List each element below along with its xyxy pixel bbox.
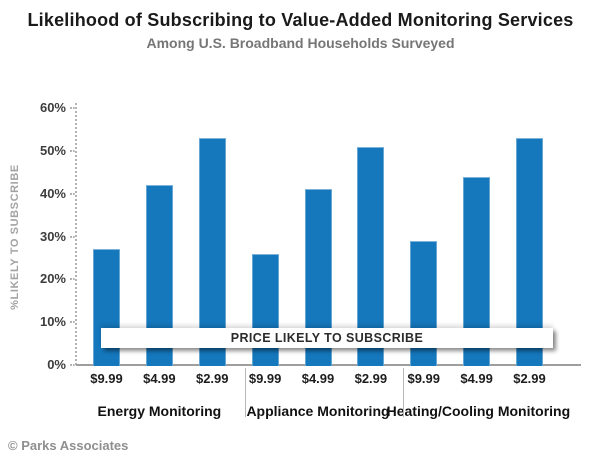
group-label: Heating/Cooling Monitoring [386, 403, 571, 419]
y-tick-label: 60% [39, 100, 66, 115]
price-tick-label: $9.99 [248, 371, 282, 386]
y-tick-mark [70, 149, 75, 152]
group-divider [244, 368, 246, 417]
y-tick-label: 50% [39, 142, 66, 158]
bar-heating-cooling-monitoring-299 [516, 137, 543, 366]
group-label: Appliance Monitoring [246, 403, 390, 419]
price-banner: PRICE LIKELY TO SUBSCRIBE [101, 328, 553, 348]
y-tick-mark [70, 364, 75, 366]
y-tick-mark [70, 321, 75, 324]
bar-energy-monitoring-299 [198, 137, 226, 366]
y-tick-mark [70, 278, 75, 281]
y-axis-label: %LIKELY TO SUBSCRIBE [9, 164, 21, 310]
group-label: Energy Monitoring [97, 403, 222, 419]
copyright-note: © Parks Associates [8, 438, 129, 453]
y-tick-mark [70, 235, 75, 238]
y-tick-mark [70, 192, 75, 195]
y-axis-line [75, 103, 77, 365]
y-tick-label: 0% [47, 357, 66, 372]
bar-appliance-monitoring-999 [251, 253, 279, 366]
y-tick-label: 20% [39, 271, 66, 287]
y-tick-label: 30% [39, 228, 66, 244]
price-tick-label: $2.99 [354, 371, 388, 386]
y-tick-label: 10% [39, 314, 66, 330]
y-tick-label: 40% [39, 185, 66, 201]
group-divider [403, 368, 405, 417]
price-tick-label: $2.99 [195, 371, 229, 386]
price-tick-label: $9.99 [90, 371, 123, 386]
price-tick-label: $2.99 [513, 371, 546, 386]
chart-subtitle: Among U.S. Broadband Households Surveyed [146, 35, 455, 51]
bar-energy-monitoring-999 [93, 249, 120, 366]
price-tick-label: $4.99 [301, 371, 335, 386]
chart-title: Likelihood of Subscribing to Value-Added… [27, 10, 574, 30]
price-tick-label: $9.99 [407, 371, 441, 386]
price-tick-label: $4.99 [460, 371, 493, 386]
y-tick-mark [70, 107, 75, 109]
price-tick-label: $4.99 [143, 371, 176, 386]
